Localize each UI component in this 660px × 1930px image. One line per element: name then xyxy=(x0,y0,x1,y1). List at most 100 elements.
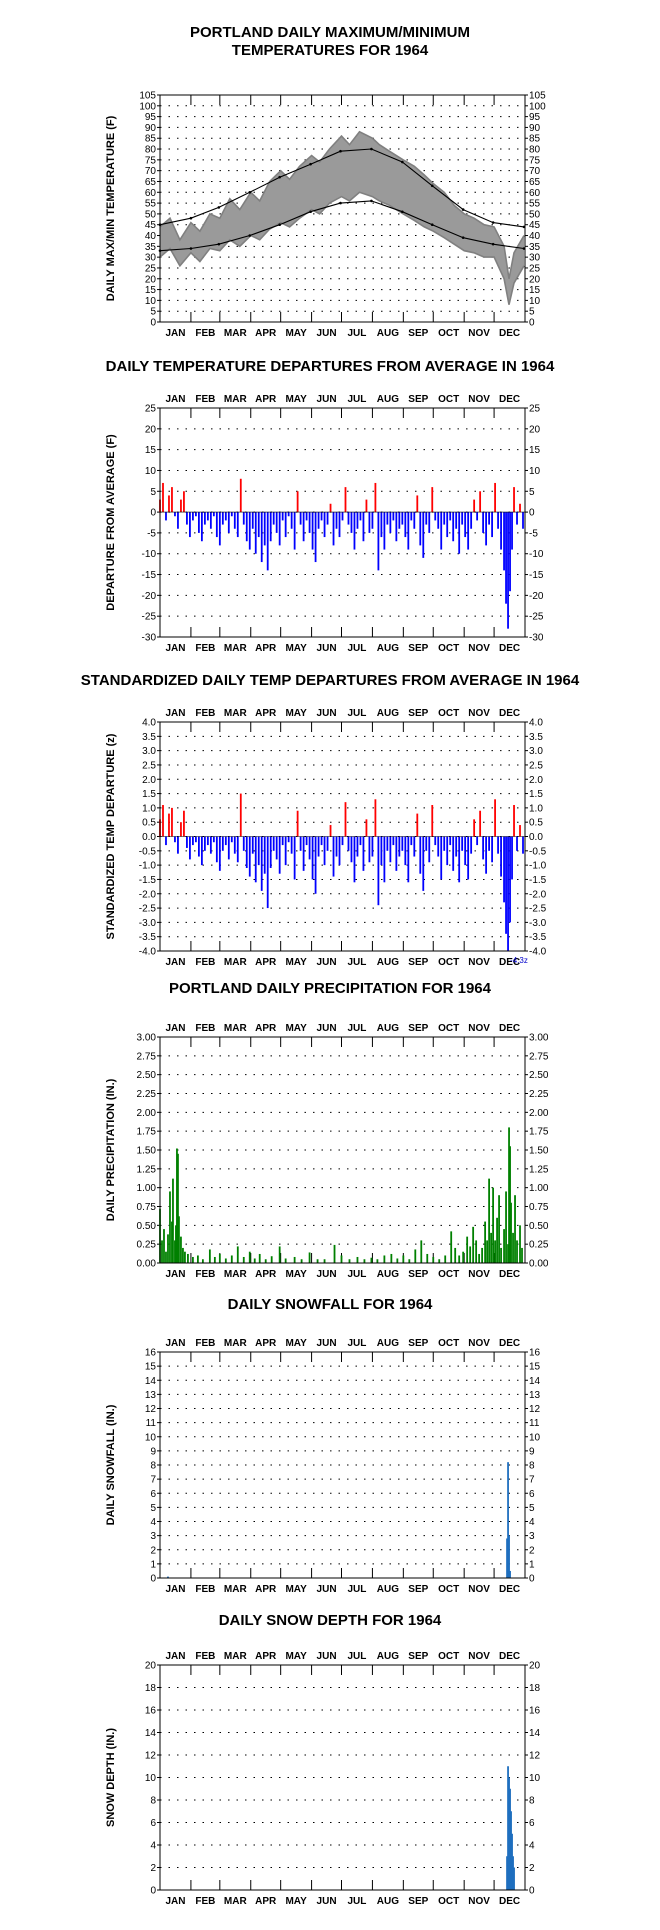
data-bar xyxy=(254,512,257,554)
data-bar xyxy=(443,512,446,525)
data-bar xyxy=(506,1538,508,1578)
plot-frame xyxy=(159,1036,526,1264)
data-bar xyxy=(509,1788,511,1890)
data-bar xyxy=(452,836,455,871)
y-tick-label-left: 6 xyxy=(150,1818,156,1829)
month-label-top: JUN xyxy=(317,1023,337,1034)
month-label-bottom: JAN xyxy=(165,957,185,968)
data-bar xyxy=(519,1225,521,1263)
data-bar xyxy=(184,1251,186,1263)
month-label-bottom: NOV xyxy=(468,957,490,968)
data-bar xyxy=(368,512,371,533)
y-tick-label-right: 3 xyxy=(529,1531,535,1542)
data-bar xyxy=(236,836,239,863)
month-label-bottom: SEP xyxy=(408,328,428,339)
data-bar xyxy=(458,512,461,554)
month-label-top: FEB xyxy=(195,1023,215,1034)
data-bar xyxy=(443,836,446,851)
data-bar xyxy=(270,1256,273,1263)
month-label-top: JUL xyxy=(348,1651,367,1662)
y-tick-label-left: 3 xyxy=(150,1531,156,1542)
y-tick-label-left: 20 xyxy=(145,424,157,435)
data-bar xyxy=(475,1240,478,1263)
month-label-top: APR xyxy=(255,1651,277,1662)
y-tick-label-left: 55 xyxy=(145,199,157,210)
data-bar xyxy=(174,512,176,517)
month-label-bottom: FEB xyxy=(195,1269,215,1280)
month-label-top: FEB xyxy=(195,394,215,405)
data-bar xyxy=(509,836,511,923)
data-bar xyxy=(311,836,314,880)
month-label-bottom: JUL xyxy=(348,957,367,968)
y-tick-label-left: 16 xyxy=(145,1706,157,1717)
data-bar xyxy=(419,512,422,546)
data-bar xyxy=(224,836,227,846)
month-label-top: FEB xyxy=(195,1338,215,1349)
data-bar xyxy=(380,512,383,538)
data-bar xyxy=(293,512,296,550)
data-bar xyxy=(464,836,467,866)
data-bar xyxy=(511,836,513,880)
y-tick-label-right: 105 xyxy=(529,91,546,102)
data-bar xyxy=(350,512,353,533)
y-tick-label-left: 3.00 xyxy=(137,1033,157,1044)
y-tick-label-left: 15 xyxy=(145,285,157,296)
month-label-top: JUN xyxy=(317,394,337,405)
data-bar xyxy=(203,836,206,851)
y-tick-label-right: 16 xyxy=(529,1348,541,1359)
data-bar xyxy=(490,1232,492,1263)
y-tick-label-right: 100 xyxy=(529,101,546,112)
month-label-top: NOV xyxy=(468,1023,490,1034)
data-bar xyxy=(376,1259,379,1263)
data-bar xyxy=(425,836,428,851)
y-tick-label-left: 20 xyxy=(145,274,157,285)
month-label-top: SEP xyxy=(408,394,428,405)
month-label-bottom: OCT xyxy=(438,1896,459,1907)
data-bar xyxy=(491,836,493,863)
data-bar xyxy=(432,1256,435,1263)
data-bar xyxy=(356,1256,359,1263)
data-bar xyxy=(177,1153,179,1263)
data-bar xyxy=(428,836,431,863)
y-tick-label-left: 0 xyxy=(150,1574,156,1585)
y-tick-label-left: 1.5 xyxy=(142,789,156,800)
data-bar xyxy=(269,512,272,542)
chart-title: TEMPERATURES FOR 1964 xyxy=(232,42,429,59)
data-bar xyxy=(510,1202,512,1263)
y-tick-label-right: 85 xyxy=(529,134,541,145)
month-label-bottom: DEC xyxy=(499,1896,520,1907)
month-label-bottom: FEB xyxy=(195,957,215,968)
data-bar xyxy=(488,512,490,525)
month-label-top: SEP xyxy=(408,1338,428,1349)
data-bar xyxy=(470,836,473,854)
month-label-bottom: SEP xyxy=(408,1584,428,1595)
y-tick-label-left: 90 xyxy=(145,123,157,134)
data-bar xyxy=(308,512,311,533)
normal-point xyxy=(339,149,342,153)
y-tick-label-right: -15 xyxy=(529,570,544,581)
data-bar xyxy=(308,1252,311,1263)
normal-point xyxy=(278,223,281,227)
month-label-bottom: JAN xyxy=(165,328,185,339)
data-bar xyxy=(206,512,209,521)
data-bar xyxy=(208,1249,211,1263)
data-bar xyxy=(189,836,191,860)
data-bar xyxy=(213,1256,216,1263)
y-tick-label-right: 0 xyxy=(529,1574,535,1585)
y-tick-label-left: 25 xyxy=(145,263,157,274)
data-bar xyxy=(404,836,407,866)
y-tick-label-right: 9 xyxy=(529,1446,535,1457)
data-bar xyxy=(505,836,507,934)
y-tick-label-left: 105 xyxy=(139,91,156,102)
data-bar xyxy=(476,512,479,521)
data-bar xyxy=(245,512,248,542)
y-axis-label: DEPARTURE FROM AVERAGE (F) xyxy=(105,434,117,611)
data-bar xyxy=(165,836,167,846)
data-bar xyxy=(402,1255,405,1263)
data-bar xyxy=(494,799,496,837)
month-label-top: NOV xyxy=(468,708,490,719)
data-bar xyxy=(508,1535,510,1578)
y-tick-label-right: 15 xyxy=(529,445,541,456)
y-tick-label-left: 4 xyxy=(150,1841,156,1852)
month-label-bottom: APR xyxy=(255,1584,277,1595)
